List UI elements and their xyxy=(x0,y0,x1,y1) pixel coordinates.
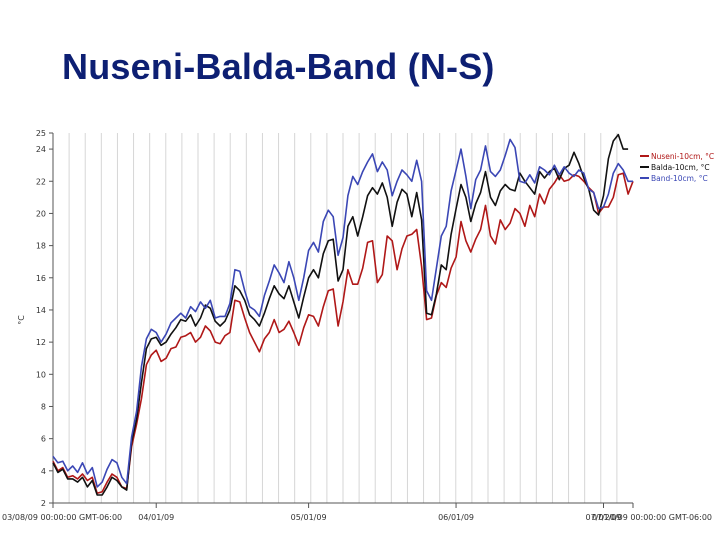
data-series xyxy=(52,133,634,496)
y-axis: 25 24 22 20 18 16 14 12 10 8 6 4 2 xyxy=(36,129,54,508)
y-tick-label: 16 xyxy=(36,274,46,283)
x-axis: 03/08/09 00:00:00 GMT-06:00 04/01/09 05/01… xyxy=(2,502,712,522)
legend: Nuseni-10cm, °C Balda-10cm, °C Band-10cm, … xyxy=(640,152,714,183)
y-tick-label: 10 xyxy=(36,370,46,379)
y-tick-label: 4 xyxy=(41,467,46,476)
series-line-2 xyxy=(52,133,629,496)
y-tick-label: 14 xyxy=(36,306,46,315)
y-tick-label: 8 xyxy=(41,402,46,411)
series-line-3 xyxy=(52,138,633,488)
y-tick-label: 20 xyxy=(36,209,46,218)
x-tick-label: 07/01/09 xyxy=(586,513,622,522)
y-tick-label: 12 xyxy=(36,338,46,347)
y-tick-label: 24 xyxy=(36,145,46,154)
y-tick-label: 25 xyxy=(36,129,46,138)
x-tick-label: 07/20/09 00:00:00 GMT-06:00 xyxy=(592,513,712,522)
series-line-1 xyxy=(52,172,634,495)
legend-entry: Band-10cm, °C xyxy=(651,174,708,183)
x-tick-label: 06/01/09 xyxy=(438,513,474,522)
x-tick-label: 04/01/09 xyxy=(138,513,174,522)
y-tick-label: 18 xyxy=(36,242,46,251)
legend-entry: Nuseni-10cm, °C xyxy=(651,152,714,161)
x-tick-label: 03/08/09 00:00:00 GMT-06:00 xyxy=(2,513,122,522)
y-tick-label: 2 xyxy=(41,499,46,508)
y-tick-label: 22 xyxy=(36,177,46,186)
y-axis-label: °C xyxy=(17,315,26,325)
y-tick-label: 6 xyxy=(41,435,46,444)
slide-title: Nuseni-Balda-Band (N-S) xyxy=(62,46,495,87)
x-tick-label: 05/01/09 xyxy=(291,513,327,522)
legend-entry: Balda-10cm, °C xyxy=(651,163,710,172)
temperature-line-chart: 25 24 22 20 18 16 14 12 10 8 6 4 2 03/08/09 00:00:00… xyxy=(2,129,714,522)
